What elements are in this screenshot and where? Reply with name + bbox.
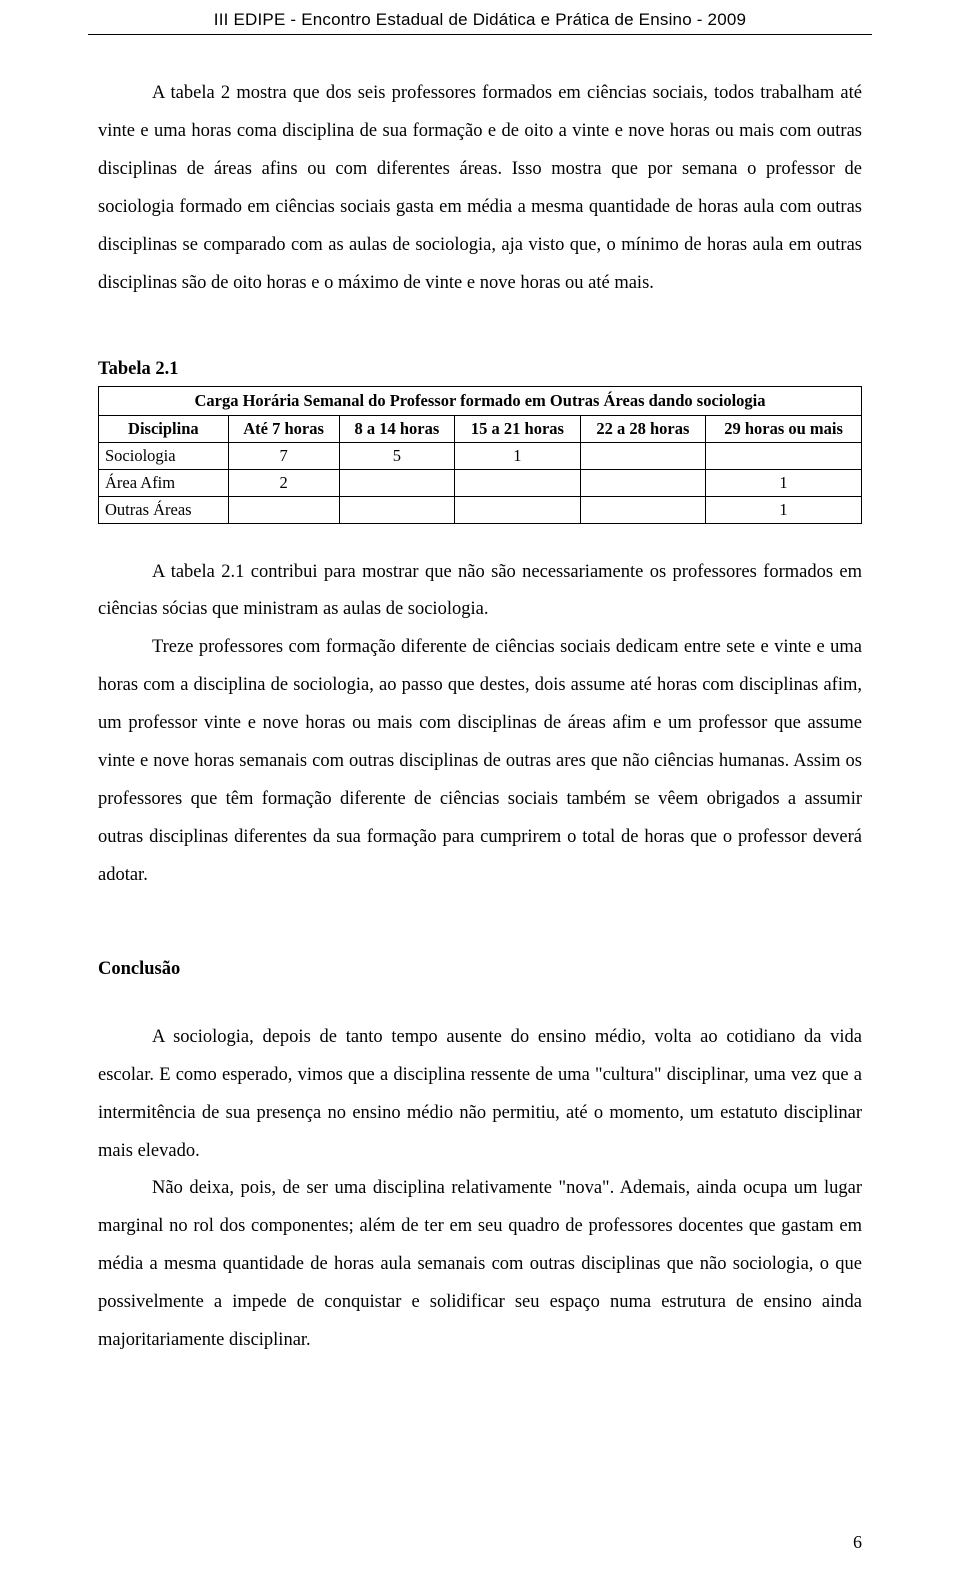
row-label: Sociologia — [99, 442, 229, 469]
table-row: Sociologia 7 5 1 — [99, 442, 862, 469]
cell — [580, 469, 705, 496]
row-label: Área Afim — [99, 469, 229, 496]
cell: 7 — [228, 442, 339, 469]
col-header-disciplina: Disciplina — [99, 415, 229, 442]
paragraph-5: Não deixa, pois, de ser uma disciplina r… — [98, 1170, 862, 1360]
cell: 2 — [228, 469, 339, 496]
cell: 1 — [455, 442, 580, 469]
paragraph-3: Treze professores com formação diferente… — [98, 629, 862, 894]
cell — [580, 496, 705, 523]
cell — [228, 496, 339, 523]
col-header-4: 22 a 28 horas — [580, 415, 705, 442]
table-row: Área Afim 2 1 — [99, 469, 862, 496]
paragraph-2: A tabela 2.1 contribui para mostrar que … — [98, 554, 862, 630]
data-table: Carga Horária Semanal do Professor forma… — [98, 386, 862, 524]
table-title: Carga Horária Semanal do Professor forma… — [99, 386, 862, 415]
conclusion-heading: Conclusão — [98, 951, 862, 989]
cell — [455, 469, 580, 496]
page-number: 6 — [853, 1532, 862, 1553]
row-label: Outras Áreas — [99, 496, 229, 523]
cell — [339, 496, 455, 523]
cell: 1 — [706, 496, 862, 523]
col-header-5: 29 horas ou mais — [706, 415, 862, 442]
cell — [706, 442, 862, 469]
col-header-1: Até 7 horas — [228, 415, 339, 442]
document-header: III EDIPE - Encontro Estadual de Didátic… — [88, 0, 872, 35]
table-label: Tabela 2.1 — [98, 359, 862, 380]
cell — [580, 442, 705, 469]
table-row: Outras Áreas 1 — [99, 496, 862, 523]
col-header-2: 8 a 14 horas — [339, 415, 455, 442]
paragraph-1: A tabela 2 mostra que dos seis professor… — [98, 75, 862, 303]
cell — [339, 469, 455, 496]
paragraph-4: A sociologia, depois de tanto tempo ause… — [98, 1019, 862, 1171]
cell: 1 — [706, 469, 862, 496]
col-header-3: 15 a 21 horas — [455, 415, 580, 442]
cell: 5 — [339, 442, 455, 469]
cell — [455, 496, 580, 523]
table-header-row: Disciplina Até 7 horas 8 a 14 horas 15 a… — [99, 415, 862, 442]
